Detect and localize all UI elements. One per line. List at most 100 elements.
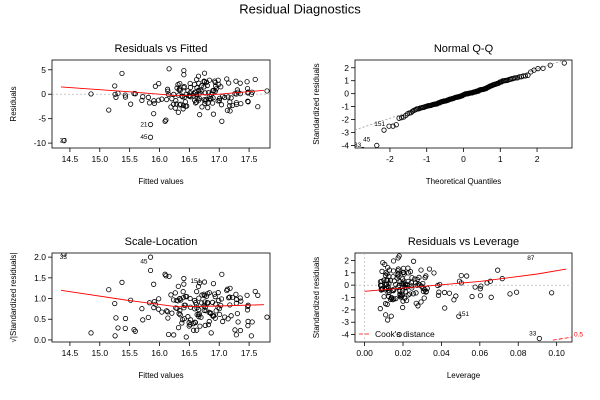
data-point xyxy=(227,285,233,291)
data-point xyxy=(61,138,67,144)
data-point xyxy=(547,62,553,68)
data-point xyxy=(192,300,199,306)
data-point xyxy=(377,306,383,312)
y-tick-label: -5 xyxy=(38,114,46,124)
data-point xyxy=(227,294,233,300)
data-point xyxy=(235,319,241,325)
data-point xyxy=(175,325,182,331)
data-point xyxy=(195,312,202,318)
x-tick-label: 16.5 xyxy=(181,154,198,164)
data-point xyxy=(408,283,415,289)
data-point xyxy=(397,279,403,285)
x-tick-label: 0.02 xyxy=(395,348,412,358)
data-point xyxy=(183,334,189,340)
data-point xyxy=(204,82,210,89)
data-point xyxy=(164,96,170,103)
panel-title: Residuals vs Fitted xyxy=(115,43,208,55)
x-tick-label: 0.08 xyxy=(510,348,527,358)
data-point xyxy=(418,299,424,305)
data-point xyxy=(405,292,411,298)
data-point xyxy=(227,302,233,308)
data-point xyxy=(208,310,214,317)
point-label: 151 xyxy=(190,278,201,285)
x-tick-label: 14.5 xyxy=(62,348,79,358)
data-point xyxy=(218,296,225,302)
data-point xyxy=(190,321,196,327)
data-point xyxy=(233,100,239,106)
data-point xyxy=(205,321,212,328)
data-point xyxy=(233,291,239,297)
data-point xyxy=(233,91,239,97)
data-point xyxy=(169,310,175,316)
x-tick-label: 0.00 xyxy=(356,348,373,358)
data-point xyxy=(192,100,199,106)
data-point xyxy=(442,305,448,311)
data-point xyxy=(228,95,234,101)
data-point xyxy=(264,88,270,94)
data-point xyxy=(88,91,94,97)
y-tick-label: -4 xyxy=(341,330,349,340)
data-point xyxy=(217,311,223,318)
data-point xyxy=(228,313,234,319)
data-point xyxy=(165,315,171,321)
data-point xyxy=(195,87,202,93)
data-point xyxy=(535,66,541,72)
data-point xyxy=(166,66,172,72)
data-point xyxy=(151,100,158,107)
data-point xyxy=(436,289,442,295)
data-point xyxy=(385,317,391,323)
data-point xyxy=(383,270,389,276)
data-point xyxy=(179,317,186,323)
point-label: 45 xyxy=(363,137,371,144)
data-point xyxy=(212,291,218,297)
data-point xyxy=(388,295,395,301)
data-point xyxy=(387,277,393,284)
data-point xyxy=(248,333,254,339)
y-axis-label: Standardized residuals xyxy=(312,257,321,338)
x-tick-label: -2 xyxy=(386,154,394,164)
data-point xyxy=(112,300,118,307)
data-point xyxy=(177,80,183,87)
data-point xyxy=(173,305,179,311)
data-point xyxy=(147,134,154,140)
data-point xyxy=(113,315,119,321)
plot-frame xyxy=(51,59,271,149)
data-point xyxy=(106,107,112,113)
data-point xyxy=(208,330,214,336)
data-point xyxy=(222,94,228,101)
data-point xyxy=(252,288,258,295)
data-point xyxy=(199,292,205,298)
data-point xyxy=(396,115,402,121)
data-point xyxy=(472,284,478,290)
data-point xyxy=(264,314,270,320)
data-point xyxy=(226,295,232,301)
x-tick-label: 16.5 xyxy=(181,348,198,358)
y-tick-label: -10 xyxy=(34,138,47,148)
figure-title: Residual Diagnostics xyxy=(239,1,361,16)
data-point xyxy=(382,272,389,278)
x-tick-label: 0.10 xyxy=(548,348,565,358)
point-label: 45 xyxy=(140,134,148,141)
data-point xyxy=(244,307,251,313)
data-point xyxy=(520,73,526,79)
data-point xyxy=(456,313,462,319)
data-point xyxy=(151,111,157,117)
data-point xyxy=(162,271,168,277)
y-tick-label: -2 xyxy=(341,305,349,315)
data-point xyxy=(399,292,405,298)
data-point xyxy=(234,296,240,303)
data-point xyxy=(210,299,216,305)
data-point xyxy=(405,265,411,271)
data-point xyxy=(478,283,484,289)
point-label: 45 xyxy=(140,258,148,265)
panel-3: Scale-Location 14.5 15.0 15.5 16.0 16.5 17.0 17… xyxy=(9,236,271,380)
data-point xyxy=(218,102,225,108)
data-point xyxy=(145,94,151,100)
y-tick-label: 2 xyxy=(344,255,349,265)
data-point xyxy=(232,327,238,333)
data-point xyxy=(197,280,203,286)
data-point xyxy=(151,281,157,287)
data-point xyxy=(420,280,426,287)
x-axis-label: Theoretical Quantiles xyxy=(426,177,502,186)
data-point xyxy=(224,286,231,292)
